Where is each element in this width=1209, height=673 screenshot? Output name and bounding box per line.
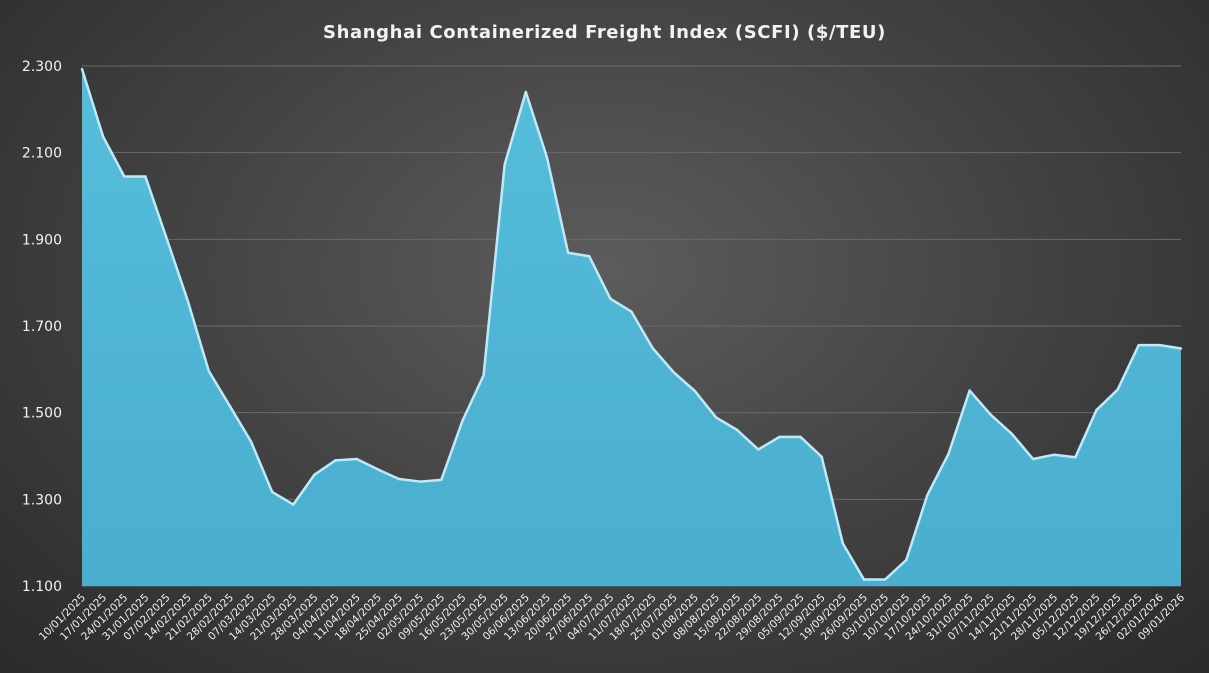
data-point <box>334 459 337 462</box>
data-point <box>905 558 908 562</box>
data-point <box>841 542 845 545</box>
data-point <box>778 435 781 439</box>
y-tick-label: 1.900 <box>22 232 62 248</box>
data-point <box>186 299 189 302</box>
data-point <box>588 255 591 258</box>
data-point <box>144 175 147 178</box>
data-point <box>165 236 168 240</box>
data-point <box>524 90 528 94</box>
y-tick-label: 1.300 <box>22 492 62 508</box>
data-point <box>249 440 253 443</box>
data-point <box>630 310 633 313</box>
data-point <box>1074 456 1077 459</box>
x-axis: 10/01/202517/01/202524/01/202531/01/2025… <box>37 591 1188 643</box>
data-point <box>1116 388 1119 391</box>
data-point <box>292 503 295 506</box>
y-tick-label: 1.700 <box>22 319 62 335</box>
data-point <box>714 416 718 419</box>
data-point <box>757 448 760 451</box>
data-point <box>440 478 443 482</box>
data-point <box>883 578 887 581</box>
data-point <box>355 457 358 461</box>
area-series <box>80 67 1183 586</box>
data-point <box>989 413 992 417</box>
data-point <box>80 67 84 71</box>
data-point <box>482 374 485 377</box>
y-axis: 1.100 1.300 1.500 1.700 1.900 2.100 2.300 <box>22 59 62 595</box>
y-tick-label: 2.300 <box>22 59 62 75</box>
y-tick-label: 1.500 <box>22 406 62 422</box>
data-point <box>672 371 675 374</box>
data-point <box>207 369 211 373</box>
data-point <box>820 455 823 459</box>
data-point <box>545 156 549 159</box>
data-point <box>228 404 232 408</box>
data-point <box>1158 343 1162 347</box>
data-point <box>418 480 422 483</box>
data-point <box>947 452 950 456</box>
y-tick-label: 2.100 <box>22 146 62 162</box>
data-point <box>1052 453 1056 456</box>
data-point <box>1137 343 1140 347</box>
data-point <box>123 175 126 178</box>
data-point <box>651 346 654 350</box>
data-point <box>566 251 570 254</box>
data-point <box>101 135 105 138</box>
data-point <box>313 473 316 476</box>
data-point <box>461 419 464 423</box>
data-point <box>926 493 929 497</box>
data-point <box>799 435 802 439</box>
data-point <box>397 477 401 481</box>
data-point <box>376 468 380 471</box>
data-point <box>1095 408 1098 412</box>
data-point <box>693 389 697 393</box>
data-point <box>609 297 612 300</box>
data-point <box>1179 347 1183 350</box>
data-point <box>735 428 739 432</box>
data-point <box>968 389 971 392</box>
data-point <box>1010 432 1014 436</box>
data-point <box>271 490 274 494</box>
data-point <box>862 578 866 581</box>
y-tick-label: 1.100 <box>22 579 62 595</box>
chart-title: Shanghai Containerized Freight Index (SC… <box>323 22 886 43</box>
data-point <box>1031 457 1035 461</box>
area-fill <box>82 69 1181 586</box>
data-point <box>503 163 506 166</box>
